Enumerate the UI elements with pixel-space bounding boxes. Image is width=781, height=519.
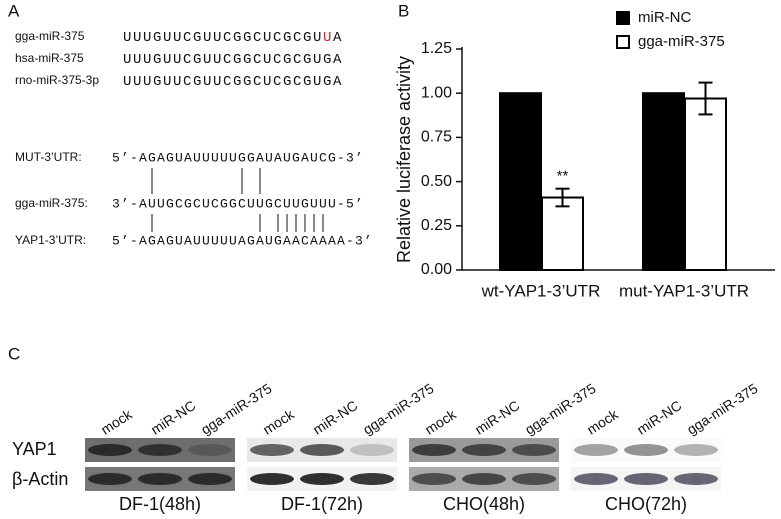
blot-label: CHO(48h) <box>443 494 525 514</box>
sequence-part: UUUGUUCGUUCGGCUCGCGU <box>123 30 323 46</box>
lane-label: miR-NC <box>148 397 198 438</box>
alignment-name: MUT-3’UTR: <box>15 150 82 164</box>
y-axis-label: Relative luciferase activity <box>394 56 414 263</box>
lane-label: gga-miR-375 <box>684 380 761 438</box>
sequence-part: UUUGUUCGUUCGGCUCGCGUGA <box>123 52 343 68</box>
alignment-sequence: 5’-AGAGUAUUUUUGGAUAUGAUCG-3’ <box>112 150 364 165</box>
y-tick-label: 1.00 <box>421 84 452 101</box>
blot-band <box>350 473 394 485</box>
blot-band <box>300 444 344 456</box>
lane-label: miR-NC <box>310 397 360 438</box>
alignment-name: gga-miR-375: <box>15 196 88 210</box>
sequence-name: rno-miR-375-3p <box>15 73 99 87</box>
panel-label: B <box>398 1 409 20</box>
alignment-name: YAP1-3’UTR: <box>15 233 86 247</box>
sequence: UUUGUUCGUUCGGCUCGCGUUA <box>123 30 343 46</box>
blot-band <box>624 444 668 456</box>
alignment-sequence: 3’-AUUGCGCUCGGCUUGCUUGUUU-5’ <box>112 196 364 211</box>
row-label: β-Actin <box>12 469 68 489</box>
blot-band <box>138 473 182 485</box>
lane-label: mock <box>98 405 136 437</box>
alignment-sequence: 5’-AGAGUAUUUUUAGAUGAACAAAA-3’ <box>112 233 373 248</box>
sequence-name: hsa-miR-375 <box>15 51 84 65</box>
blot-band <box>188 444 232 456</box>
lane-label: mock <box>422 405 460 437</box>
sequence-part: U <box>323 30 333 46</box>
blot-band <box>350 444 394 456</box>
lane-label: mock <box>584 405 622 437</box>
legend-label: gga-miR-375 <box>638 33 725 50</box>
blot-label: DF-1(72h) <box>281 494 363 514</box>
blot-band <box>624 473 668 485</box>
legend-label: miR-NC <box>638 9 691 26</box>
y-tick-label: 0.25 <box>421 217 452 234</box>
y-tick-label: 0.75 <box>421 129 452 146</box>
significance-label: ** <box>557 168 569 185</box>
bar <box>541 196 584 271</box>
blot-band <box>574 444 618 456</box>
panel-label: C <box>8 344 20 363</box>
bar <box>499 92 542 271</box>
y-tick-label: 0.50 <box>421 173 452 190</box>
sequence-part: UUUGUUCGUUCGGCUCGCGUGA <box>123 74 343 90</box>
y-tick-label: 1.25 <box>421 40 452 57</box>
blot-band <box>300 473 344 485</box>
y-tick-label: 0.00 <box>421 261 452 278</box>
blot-band <box>412 444 456 456</box>
legend-swatch <box>616 11 630 25</box>
blot-band <box>574 473 618 485</box>
sequence-part: A <box>333 30 343 46</box>
blot-band <box>674 444 718 456</box>
lane-label: miR-NC <box>634 397 684 438</box>
blot-band <box>512 444 556 456</box>
row-label: YAP1 <box>12 439 57 459</box>
blot-label: DF-1(48h) <box>119 494 201 514</box>
lane-label: miR-NC <box>472 397 522 438</box>
blot-band <box>462 473 506 485</box>
blot-band <box>88 473 132 485</box>
lane-label: mock <box>260 405 298 437</box>
blot-band <box>138 444 182 456</box>
sequence-name: gga-miR-375 <box>15 29 85 43</box>
legend-swatch <box>616 35 630 49</box>
x-tick-label: wt-YAP1-3’UTR <box>481 281 601 300</box>
blot-band <box>412 473 456 485</box>
blot-band <box>512 473 556 485</box>
blot-band <box>462 444 506 456</box>
blot-band <box>188 473 232 485</box>
bar <box>684 97 727 271</box>
panel-label: A <box>8 1 20 20</box>
blot-label: CHO(72h) <box>605 494 687 514</box>
blot-band <box>88 444 132 456</box>
sequence: UUUGUUCGUUCGGCUCGCGUGA <box>123 74 343 90</box>
sequence: UUUGUUCGUUCGGCUCGCGUGA <box>123 52 343 68</box>
blot-band <box>250 444 294 456</box>
blot-band <box>674 473 718 485</box>
blot-band <box>250 473 294 485</box>
bar <box>642 92 685 271</box>
x-tick-label: mut-YAP1-3’UTR <box>619 281 749 300</box>
